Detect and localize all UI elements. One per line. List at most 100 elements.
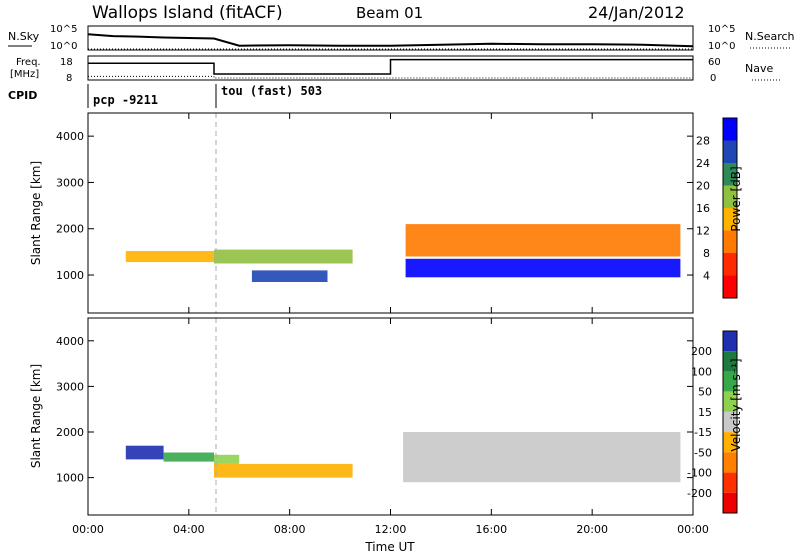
power-y-tick-label: 2000: [56, 223, 84, 236]
cpid-mode-2: tou (fast) 503: [221, 84, 322, 98]
freq-strip-frame: [87, 55, 694, 81]
power-colorbar-tick: 28: [696, 135, 710, 148]
nave-series-line: [88, 75, 693, 79]
power-y-tick-label: 3000: [56, 176, 84, 189]
power-colorbar-label: Power [dB]: [729, 166, 743, 231]
cpid-mode-1: pcp -9211: [93, 93, 158, 107]
velocity-colorbar-frame: [722, 330, 738, 514]
freq-tick-bottom: 8: [66, 73, 72, 84]
velocity-colorbar-tick: -200: [687, 487, 712, 500]
power-scatter-region-3: [405, 258, 681, 278]
velocity-x-axis: 00:00 04:00 08:00 12:00 16:00 20:00 00:00: [72, 318, 709, 536]
power-plot-background: [88, 113, 693, 313]
velocity-x-tick-label: 16:00: [475, 523, 507, 536]
velocity-colorbar-swatch: [723, 351, 737, 372]
velocity-colorbar-swatch: [723, 452, 737, 473]
freq-series-line: [88, 58, 693, 75]
noise-tick-top-right: 10^5: [708, 24, 735, 35]
velocity-scatter-region-1: [163, 452, 214, 462]
freq-label-2: [MHz]: [10, 69, 39, 80]
freq-label-1: Freq.: [16, 57, 41, 68]
beam-title: Beam 01: [356, 4, 423, 22]
velocity-x-tick-label: 20:00: [576, 523, 608, 536]
velocity-y-tick-label: 1000: [56, 472, 84, 485]
velocity-scatter-region-2: [214, 454, 240, 464]
velocity-y-axis: 1000 2000 3000 4000: [56, 335, 693, 485]
velocity-scatter-region-4: [403, 432, 681, 483]
velocity-scatter-region-3: [214, 463, 353, 478]
noise-tick-bottom-left: 10^0: [50, 41, 77, 52]
noise-strip: N.Sky 10^5 10^0 10^5 10^0 N.Search: [8, 24, 795, 52]
power-scatter-region-2: [251, 270, 328, 282]
velocity-colorbar-tick: -100: [687, 467, 712, 480]
power-colorbar-tick: 4: [703, 270, 710, 283]
velocity-colorbar-swatch: [723, 472, 737, 493]
velocity-scatter-region-0: [125, 445, 164, 460]
nsky-label: N.Sky: [8, 30, 40, 43]
velocity-x-tick-label: 00:00: [72, 523, 104, 536]
site-title: Wallops Island (fitACF): [92, 3, 283, 23]
freq-strip: Freq. [MHz] 18 8 60 0 Nave: [10, 55, 780, 84]
velocity-panel: 1000 2000 3000 4000 00:00 04:00 08:00 12:00 16:…: [29, 317, 743, 554]
velocity-colorbar-label: Velocity [m s⁻¹]: [729, 358, 743, 451]
nsearch-label: N.Search: [745, 30, 795, 43]
power-colorbar-tick: 8: [703, 247, 710, 260]
velocity-colorbar: 200 100 50 15 -15 -50 -100 -200: [687, 330, 738, 514]
velocity-y-tick-label: 4000: [56, 335, 84, 348]
velocity-colorbar-swatch: [723, 411, 737, 433]
power-colorbar-swatch: [723, 208, 737, 231]
velocity-x-tick-label: 08:00: [274, 523, 306, 536]
power-colorbar-frame: [722, 117, 738, 299]
velocity-colorbar-tick: 50: [698, 386, 712, 399]
nave-label: Nave: [745, 62, 773, 75]
power-y-axis: 1000 2000 3000 4000: [56, 130, 693, 282]
power-panel: 1000 2000 3000 4000 Slant Range [km] 28 24 20…: [29, 112, 743, 314]
power-scatter-region-0: [125, 251, 214, 263]
velocity-colorbar-tick: 15: [698, 406, 712, 419]
power-colorbar-swatch: [723, 163, 737, 186]
velocity-colorbar-swatch: [723, 432, 737, 453]
time-axis-label: Time UT: [364, 540, 415, 554]
date-title: 24/Jan/2012: [588, 3, 685, 22]
power-scatter-region-4: [405, 224, 681, 257]
velocity-y-tick-label: 2000: [56, 426, 84, 439]
velocity-features: [125, 432, 681, 483]
freq-tick-top: 18: [60, 57, 73, 68]
power-scatter-region-1: [214, 249, 353, 264]
power-colorbar-swatch: [723, 185, 737, 208]
velocity-colorbar-tick: -50: [694, 446, 712, 459]
velocity-colorbar-swatch: [723, 492, 737, 513]
velocity-y-axis-label: Slant Range [km]: [29, 364, 43, 468]
velocity-colorbar-swatch: [723, 391, 737, 412]
power-colorbar-tick: 24: [696, 157, 710, 170]
cpid-row: CPID pcp -9211 tou (fast) 503: [8, 84, 322, 108]
power-colorbar: 28 24 20 16 12 8 4: [696, 117, 738, 299]
velocity-x-tick-label: 12:00: [375, 523, 407, 536]
power-colorbar-swatch: [723, 253, 737, 276]
velocity-colorbar-swatch: [723, 331, 737, 352]
power-colorbar-tick: 20: [696, 180, 710, 193]
velocity-colorbar-tick: -15: [694, 426, 712, 439]
power-y-tick-label: 4000: [56, 130, 84, 143]
power-features: [125, 224, 681, 282]
velocity-y-tick-label: 3000: [56, 380, 84, 393]
velocity-x-tick-label: 04:00: [173, 523, 205, 536]
velocity-colorbar-swatch: [723, 371, 737, 392]
power-colorbar-tick: 12: [696, 225, 710, 238]
power-colorbar-swatch: [723, 140, 737, 163]
nave-tick-bottom: 0: [710, 73, 716, 84]
power-x-axis: [87, 113, 694, 313]
noise-strip-frame: [87, 25, 694, 51]
power-colorbar-swatch: [723, 275, 737, 298]
noise-tick-bottom-right: 10^0: [708, 41, 735, 52]
velocity-plot-background: [88, 318, 693, 515]
velocity-x-tick-label: 00:00: [677, 523, 709, 536]
velocity-colorbar-tick: 200: [691, 345, 712, 358]
power-colorbar-tick: 16: [696, 202, 710, 215]
power-colorbar-swatch: [723, 118, 737, 141]
velocity-colorbar-tick: 100: [691, 365, 712, 378]
nsky-series-line: [87, 33, 694, 48]
power-colorbar-swatch: [723, 230, 737, 253]
nave-tick-top: 60: [708, 57, 721, 68]
